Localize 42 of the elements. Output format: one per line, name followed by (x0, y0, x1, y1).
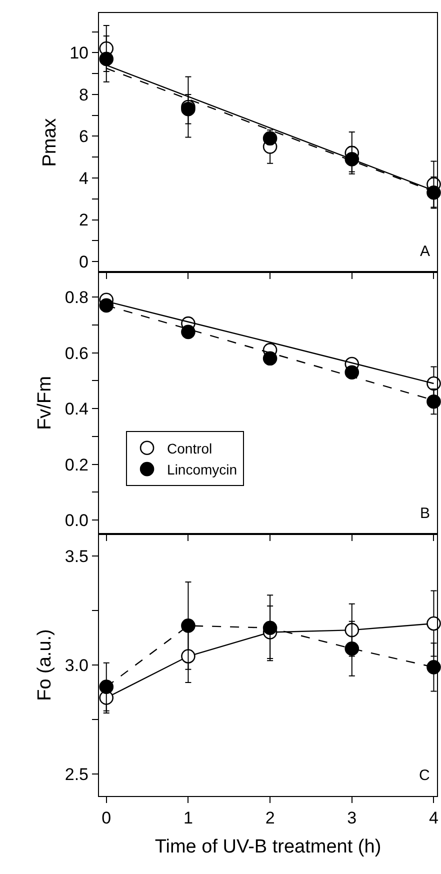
y-tick-label: 0 (79, 252, 88, 272)
x-tick-label: 2 (265, 808, 275, 828)
y-tick-label: 2 (79, 210, 88, 230)
point (262, 620, 278, 636)
y-tick-label: 8 (79, 85, 88, 104)
point (426, 394, 441, 409)
y-tick-label: 2.5 (64, 765, 88, 784)
point (344, 622, 360, 638)
x-tick-label: 4 (428, 808, 438, 828)
y-axis-title: Fv/Fm (34, 376, 56, 430)
y-tick-label: 0.8 (64, 288, 88, 308)
point (181, 649, 196, 664)
x-tick-label: 3 (347, 808, 357, 828)
point (99, 298, 114, 313)
point (344, 641, 360, 656)
point (344, 365, 360, 380)
y-tick-label: 6 (79, 127, 88, 146)
y-tick-label: 10 (70, 44, 88, 63)
point (181, 618, 196, 633)
y-axis-title: Pmax (39, 118, 60, 167)
x-tick-label: 0 (102, 808, 112, 828)
y-tick-label: 0.0 (64, 511, 88, 530)
annotation: C (419, 767, 430, 784)
annotation: A (420, 243, 430, 260)
point (99, 52, 114, 66)
y-tick-label: 0.4 (64, 400, 88, 419)
point (426, 660, 441, 674)
point (99, 680, 114, 694)
point (181, 324, 196, 340)
point (262, 351, 278, 366)
legend-label: Lincomycin (167, 462, 238, 478)
y-axis-title: Fo (a.u.) (34, 629, 56, 701)
legend-label: Control (167, 440, 212, 456)
y-tick-label: 0.6 (64, 344, 88, 363)
y-tick-label: 0.2 (64, 455, 88, 474)
y-tick-label: 4 (79, 168, 88, 188)
point (426, 616, 441, 631)
annotation: B (420, 505, 430, 522)
y-tick-label: 3.0 (64, 656, 88, 675)
x-tick-label: 1 (183, 808, 193, 828)
y-tick-label: 3.5 (64, 546, 88, 566)
x-axis-title: Time of UV-B treatment (h) (154, 836, 382, 858)
